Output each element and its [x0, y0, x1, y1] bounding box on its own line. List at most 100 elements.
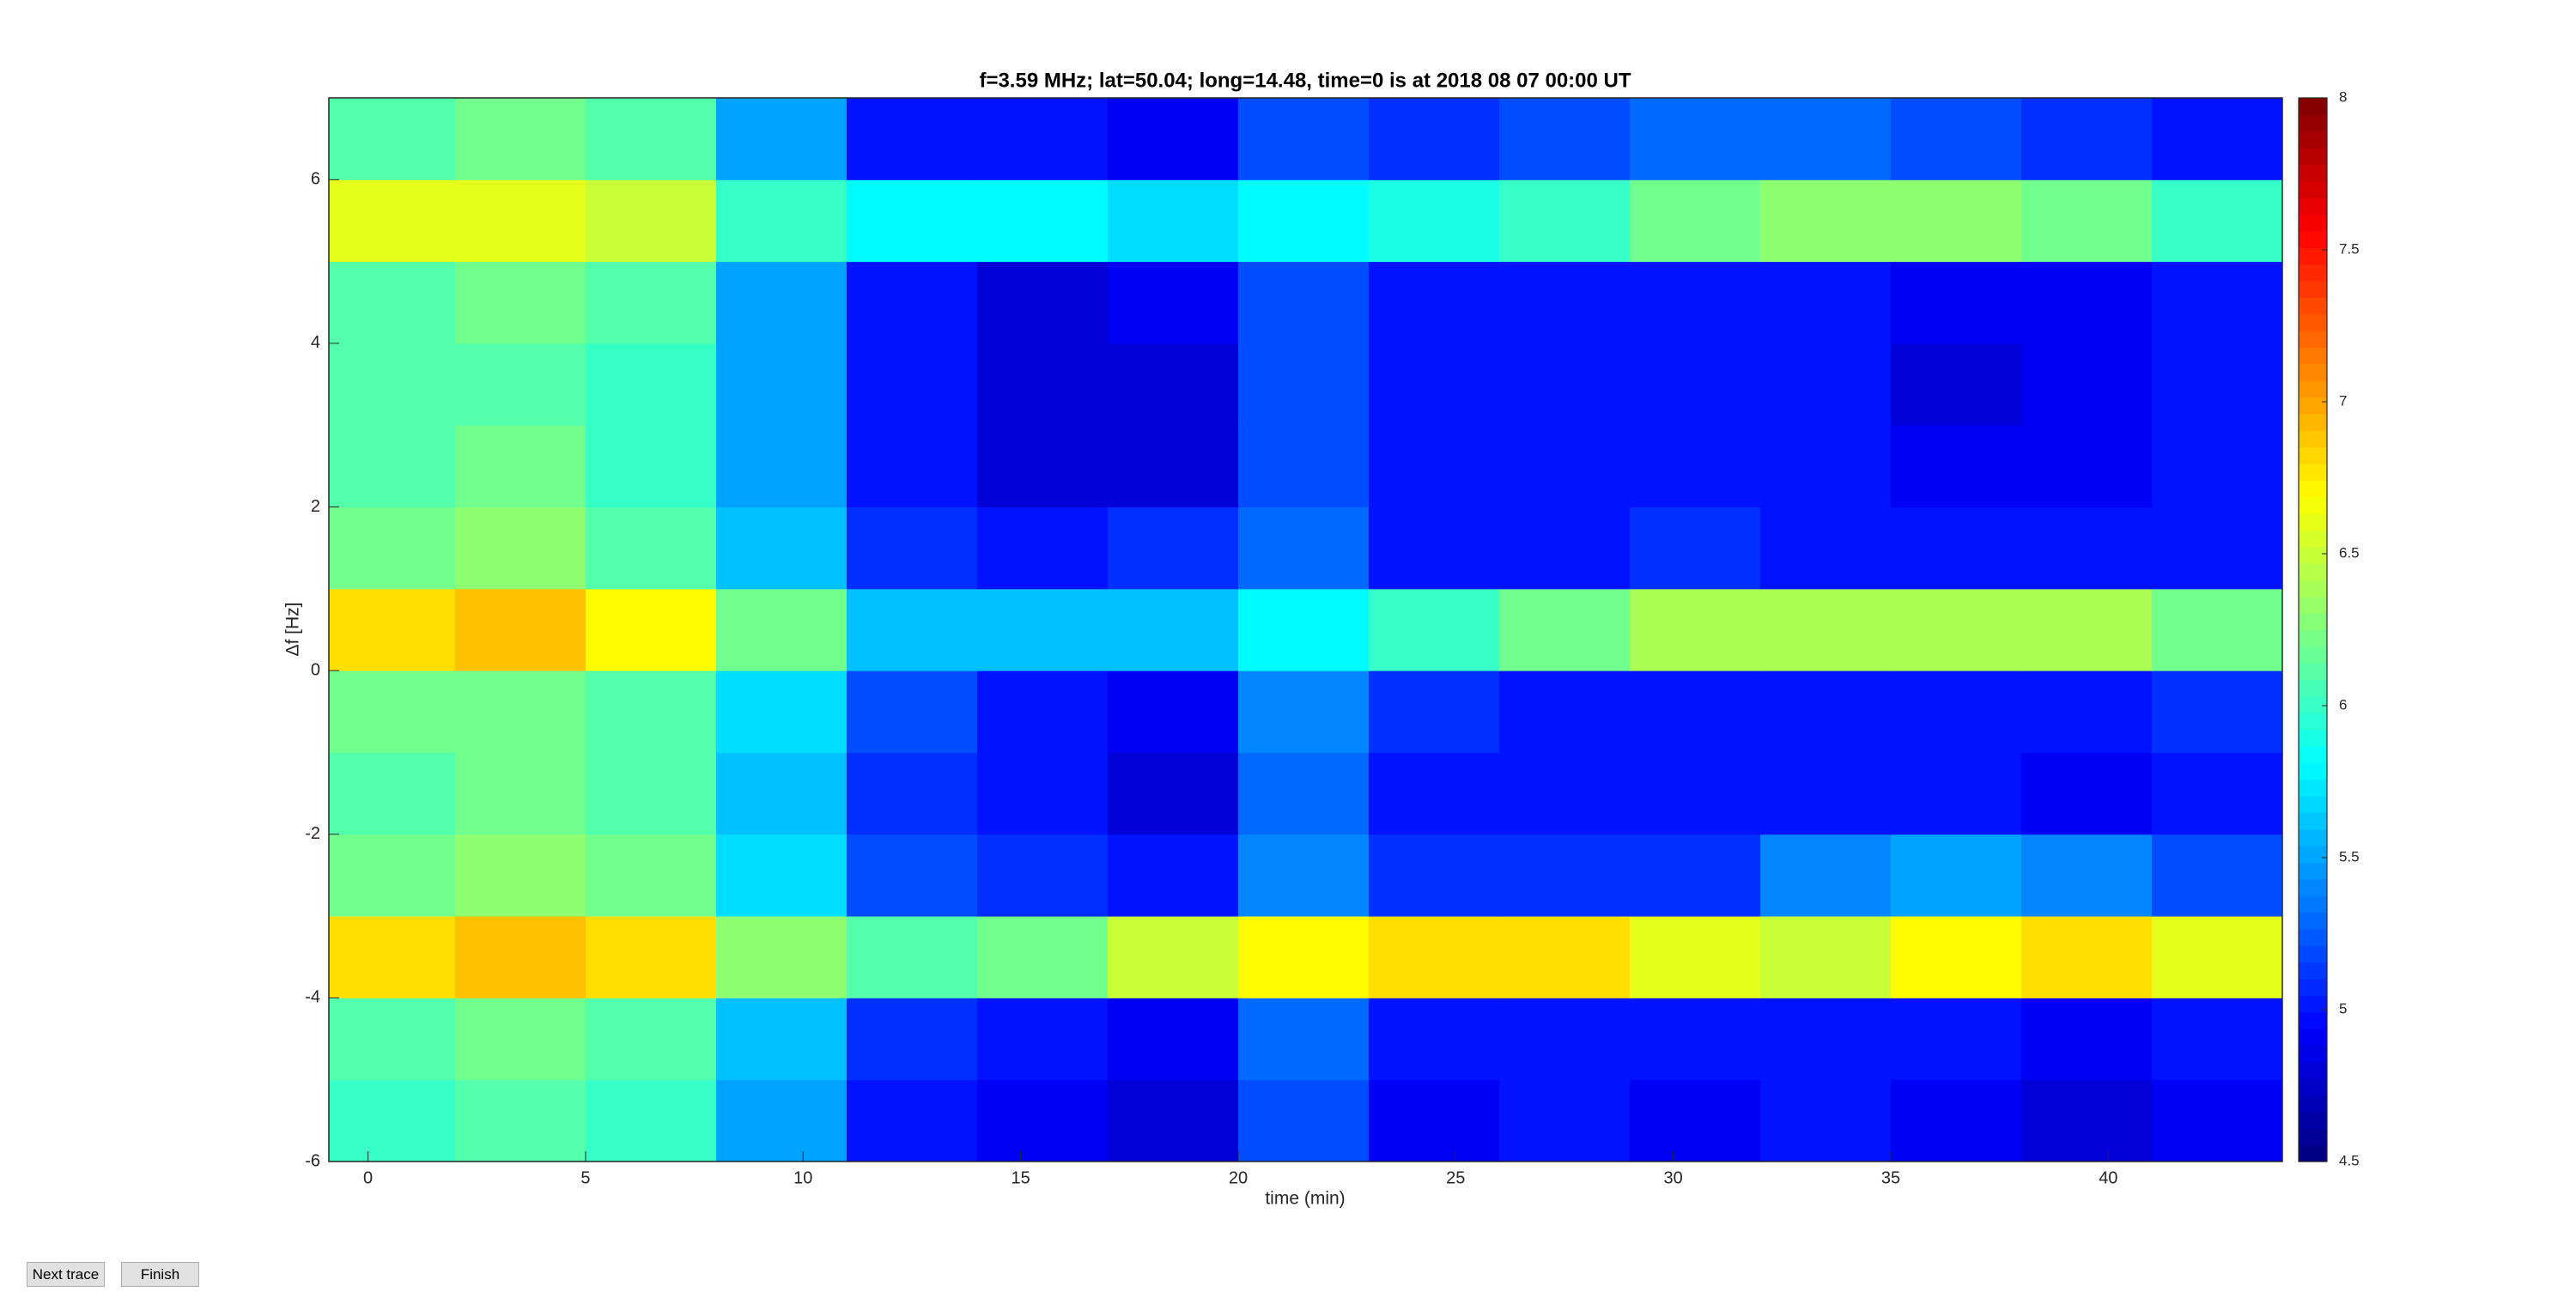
colorbar-segment — [2299, 264, 2327, 282]
colorbar-segment — [2299, 895, 2327, 913]
colorbar-segment — [2299, 230, 2327, 248]
heatmap-cell — [454, 98, 586, 180]
heatmap-cell — [329, 998, 456, 1081]
heatmap-cell — [329, 261, 456, 344]
heatmap-cell — [454, 425, 586, 508]
heatmap-cell — [1498, 98, 1631, 180]
heatmap-cell — [976, 752, 1109, 835]
heatmap-cell — [1759, 1079, 1892, 1162]
heatmap-cell — [715, 425, 848, 508]
heatmap-cell — [2020, 752, 2153, 835]
heatmap-cell — [454, 343, 586, 426]
heatmap-cell — [1107, 98, 1239, 180]
heatmap-cell — [1368, 425, 1500, 508]
finish-button[interactable]: Finish — [121, 1262, 199, 1287]
colorbar-segment — [2299, 812, 2327, 830]
colorbar-segment — [2299, 530, 2327, 548]
heatmap-cell — [2020, 998, 2153, 1081]
heatmap-cell — [1368, 588, 1500, 671]
heatmap-cell — [2020, 343, 2153, 426]
heatmap-cell — [1890, 98, 2022, 180]
heatmap-cell — [1107, 998, 1239, 1081]
heatmap-cell — [1498, 670, 1631, 753]
heatmap-cell — [715, 1079, 848, 1162]
colorbar-segment — [2299, 363, 2327, 381]
heatmap-cell — [1107, 834, 1239, 917]
heatmap-cell — [846, 752, 978, 835]
heatmap-cell — [2020, 670, 2153, 753]
colorbar-segment — [2299, 762, 2327, 780]
heatmap-cell — [1629, 834, 1761, 917]
heatmap-cell — [1368, 179, 1500, 263]
heatmap-cell — [1107, 1079, 1239, 1162]
heatmap-cell — [2020, 261, 2153, 344]
heatmap-cell — [1890, 179, 2022, 263]
heatmap-cell — [1498, 179, 1631, 263]
colorbar-segment — [2299, 729, 2327, 747]
heatmap-cell — [329, 588, 456, 671]
heatmap-cell — [1629, 261, 1761, 344]
heatmap-cell — [454, 261, 586, 344]
colorbar-segment — [2299, 779, 2327, 797]
heatmap-cell — [2151, 588, 2283, 671]
heatmap-cell — [976, 506, 1109, 590]
colorbar-frame — [2298, 97, 2328, 1162]
heatmap-cell — [1237, 834, 1370, 917]
heatmap-cell — [2151, 261, 2283, 344]
heatmap-cell — [1368, 834, 1500, 917]
heatmap-cell — [1890, 670, 2022, 753]
colorbar-segment — [2299, 148, 2327, 166]
heatmap-cell — [329, 343, 456, 426]
colorbar-segment — [2299, 979, 2327, 997]
heatmap-cell — [454, 179, 586, 263]
colorbar-segment — [2299, 247, 2327, 265]
heatmap-cell — [1368, 261, 1500, 344]
heatmap-cell — [1759, 343, 1892, 426]
heatmap-cell — [585, 506, 717, 590]
heatmap-cell — [976, 998, 1109, 1081]
heatmap-cell — [846, 998, 978, 1081]
colorbar-segment — [2299, 695, 2327, 713]
heatmap-cell — [2020, 98, 2153, 180]
heatmap-cell — [1629, 916, 1761, 998]
colorbar-segment — [2299, 413, 2327, 431]
colorbar-segment — [2299, 646, 2327, 664]
heatmap-cell — [1498, 834, 1631, 917]
colorbar-segment — [2299, 513, 2327, 531]
heatmap-cell — [585, 179, 717, 263]
heatmap-cell — [585, 98, 717, 180]
colorbar-segment — [2299, 297, 2327, 315]
heatmap-cell — [1890, 834, 2022, 917]
heatmap-cell — [976, 1079, 1109, 1162]
heatmap-cell — [1368, 752, 1500, 835]
heatmap-cell — [715, 670, 848, 753]
colorbar-tick-label: 5 — [2339, 1000, 2347, 1016]
heatmap-cell — [2151, 834, 2283, 917]
heatmap-cell — [715, 834, 848, 917]
colorbar-segment — [2299, 1045, 2327, 1063]
heatmap-cell — [715, 343, 848, 426]
colorbar-segment — [2299, 214, 2327, 232]
heatmap-cell — [2151, 506, 2283, 590]
heatmap-cell — [2151, 98, 2283, 180]
heatmap-cell — [1629, 343, 1761, 426]
next-trace-button[interactable]: Next trace — [27, 1262, 105, 1287]
heatmap-cell — [1759, 506, 1892, 590]
heatmap-cell — [454, 916, 586, 998]
colorbar-segment — [2299, 98, 2327, 115]
heatmap-cell — [1498, 506, 1631, 590]
x-tick-label: 10 — [793, 1168, 812, 1187]
colorbar-segment — [2299, 280, 2327, 298]
x-tick-label: 30 — [1664, 1168, 1683, 1187]
heatmap-cell — [1107, 425, 1239, 508]
heatmap-cell — [976, 670, 1109, 753]
colorbar-segment — [2299, 197, 2327, 215]
heatmap-cell — [1759, 588, 1892, 671]
heatmap-cell — [715, 506, 848, 590]
colorbar-segment — [2299, 313, 2327, 331]
heatmap-cell — [846, 261, 978, 344]
x-tick-label: 25 — [1446, 1168, 1465, 1187]
heatmap-cell — [329, 1079, 456, 1162]
heatmap-cell — [585, 588, 717, 671]
heatmap-cell — [846, 670, 978, 753]
